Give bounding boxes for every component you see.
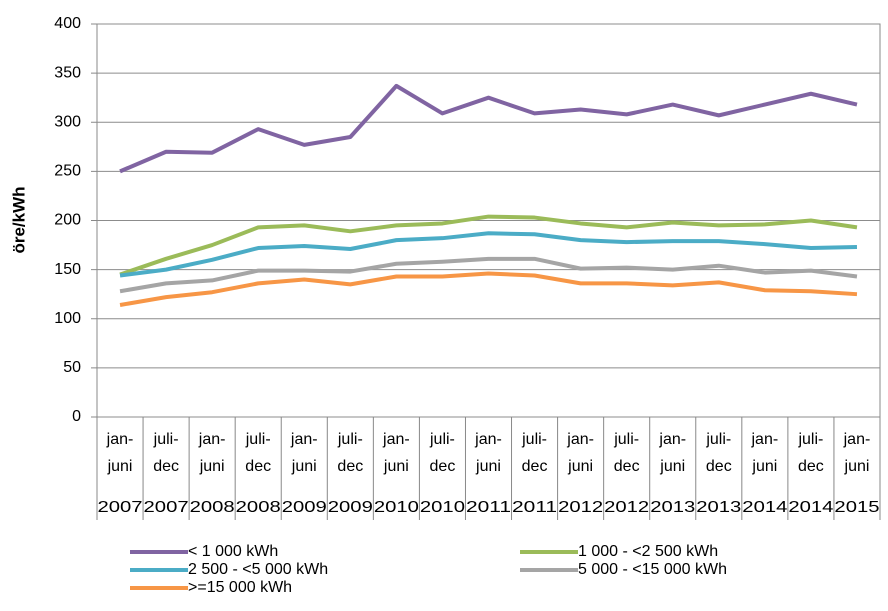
x-year-label: 2011	[466, 499, 511, 516]
x-tick-label: jan-	[474, 431, 502, 448]
x-year-label: 2009	[282, 499, 327, 516]
x-tick-label: juni	[383, 458, 409, 475]
x-tick-label: jan-	[843, 431, 871, 448]
x-tick-label: jan-	[382, 431, 410, 448]
y-tick-label: 300	[54, 113, 81, 130]
x-year-label: 2014	[788, 499, 833, 516]
x-year-label: 2014	[742, 499, 787, 516]
x-tick-label: juli-	[337, 431, 363, 448]
x-year-label: 2008	[236, 499, 281, 516]
x-year-label: 2010	[374, 499, 419, 516]
legend-label: 2 500 - <5 000 kWh	[188, 561, 328, 578]
x-tick-label: juli-	[797, 431, 823, 448]
x-tick-label: dec	[706, 458, 732, 475]
y-tick-label: 50	[63, 359, 81, 376]
x-tick-label: dec	[614, 458, 640, 475]
y-tick-label: 400	[54, 15, 81, 32]
y-tick-label: 100	[54, 310, 81, 327]
x-tick-label: juli-	[153, 431, 179, 448]
x-tick-label: dec	[337, 458, 363, 475]
x-tick-label: juli-	[521, 431, 547, 448]
x-tick-label: juli-	[613, 431, 639, 448]
y-tick-label: 150	[54, 261, 81, 278]
x-year-label: 2008	[190, 499, 235, 516]
x-tick-label: juni	[199, 458, 225, 475]
legend-label: < 1 000 kWh	[188, 543, 278, 560]
x-tick-label: juni	[659, 458, 685, 475]
x-year-label: 2012	[558, 499, 603, 516]
series-line	[119, 214, 858, 277]
legend-label: >=15 000 kWh	[188, 579, 292, 596]
x-tick-label: juni	[107, 458, 133, 475]
x-tick-label: juli-	[245, 431, 271, 448]
y-tick-label: 250	[54, 163, 81, 180]
legend-label: 5 000 - <15 000 kWh	[578, 561, 727, 578]
x-year-label: 2015	[834, 499, 879, 516]
y-tick-label: 0	[72, 408, 81, 425]
x-tick-label: dec	[798, 458, 824, 475]
y-tick-label: 350	[54, 64, 81, 81]
x-year-label: 2007	[98, 499, 143, 516]
y-axis-label: öre/kWh	[9, 186, 28, 253]
x-tick-label: juni	[844, 458, 870, 475]
x-tick-label: juni	[475, 458, 501, 475]
x-tick-label: jan-	[751, 431, 779, 448]
x-year-label: 2011	[512, 499, 557, 516]
x-year-label: 2012	[604, 499, 649, 516]
x-tick-label: juni	[567, 458, 593, 475]
x-tick-label: juli-	[705, 431, 731, 448]
x-year-label: 2013	[696, 499, 741, 516]
x-tick-label: juli-	[429, 431, 455, 448]
x-tick-label: juni	[291, 458, 317, 475]
x-year-label: 2013	[650, 499, 695, 516]
x-tick-label: jan-	[106, 431, 134, 448]
x-tick-label: jan-	[198, 431, 226, 448]
legend-label: 1 000 - <2 500 kWh	[578, 543, 718, 560]
x-year-label: 2009	[328, 499, 373, 516]
x-tick-label: dec	[430, 458, 456, 475]
x-year-label: 2007	[144, 499, 189, 516]
series-line	[119, 256, 858, 294]
series-line	[119, 271, 858, 307]
x-tick-label: jan-	[658, 431, 686, 448]
x-tick-label: dec	[153, 458, 179, 475]
x-tick-label: jan-	[566, 431, 594, 448]
x-tick-label: jan-	[290, 431, 318, 448]
x-tick-label: dec	[245, 458, 271, 475]
x-tick-label: dec	[522, 458, 548, 475]
x-tick-label: juni	[751, 458, 777, 475]
x-year-label: 2010	[420, 499, 465, 516]
series-line	[119, 231, 858, 278]
series-line	[119, 83, 858, 174]
y-tick-label: 200	[54, 212, 81, 229]
